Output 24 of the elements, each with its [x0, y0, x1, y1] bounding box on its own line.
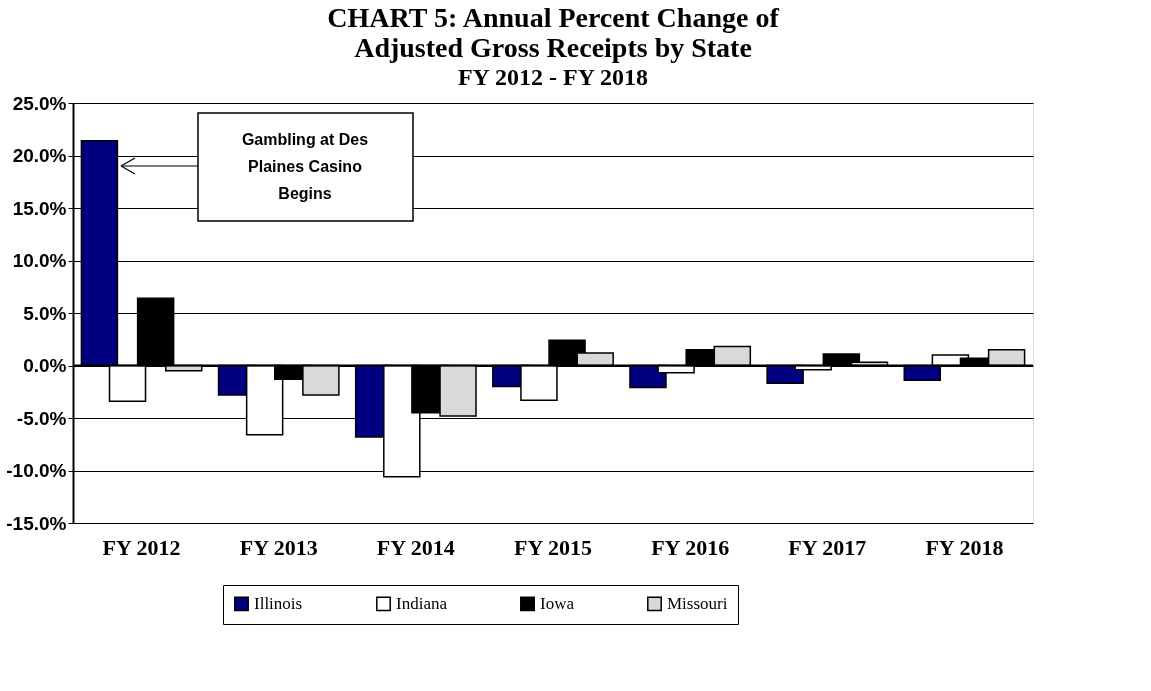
text: CHART 5: Annual Percent Change of: [327, 2, 779, 33]
chart-subtitle: FY 2012 - FY 2018: [457, 64, 649, 90]
x-tick-label: FY 2014: [376, 534, 455, 560]
y-tick-label: 25.0%: [12, 92, 67, 114]
legend-label: Missouri: [667, 593, 728, 613]
y-tick-label: -10.0%: [6, 460, 67, 481]
y-tick-label: 15.0%: [12, 197, 67, 219]
x-tick-label: FY 2018: [925, 534, 1004, 560]
y-tick-label: 0.0%: [23, 355, 67, 376]
y-tick-label: 5.0%: [23, 302, 67, 324]
x-tick-label: FY 2017: [788, 534, 867, 560]
x-tick-label: FY 2016: [651, 534, 730, 560]
legend-label: Illinois: [254, 593, 303, 613]
y-tick-label: 20.0%: [12, 145, 67, 166]
legend-label: Iowa: [540, 593, 575, 613]
y-tick-label: 10.0%: [12, 250, 67, 271]
annotation: Gambling at Des Plaines Casino Begins: [241, 131, 369, 202]
y-tick-label: -5.0%: [16, 407, 67, 429]
y-tick-label: -15.0%: [6, 512, 67, 534]
text: Adjusted Gross Receipts by State: [354, 32, 752, 63]
x-tick-label: FY 2013: [239, 534, 318, 560]
x-tick-label: FY 2012: [102, 534, 181, 560]
legend-label: Indiana: [396, 593, 448, 613]
x-tick-label: FY 2015: [513, 534, 593, 560]
